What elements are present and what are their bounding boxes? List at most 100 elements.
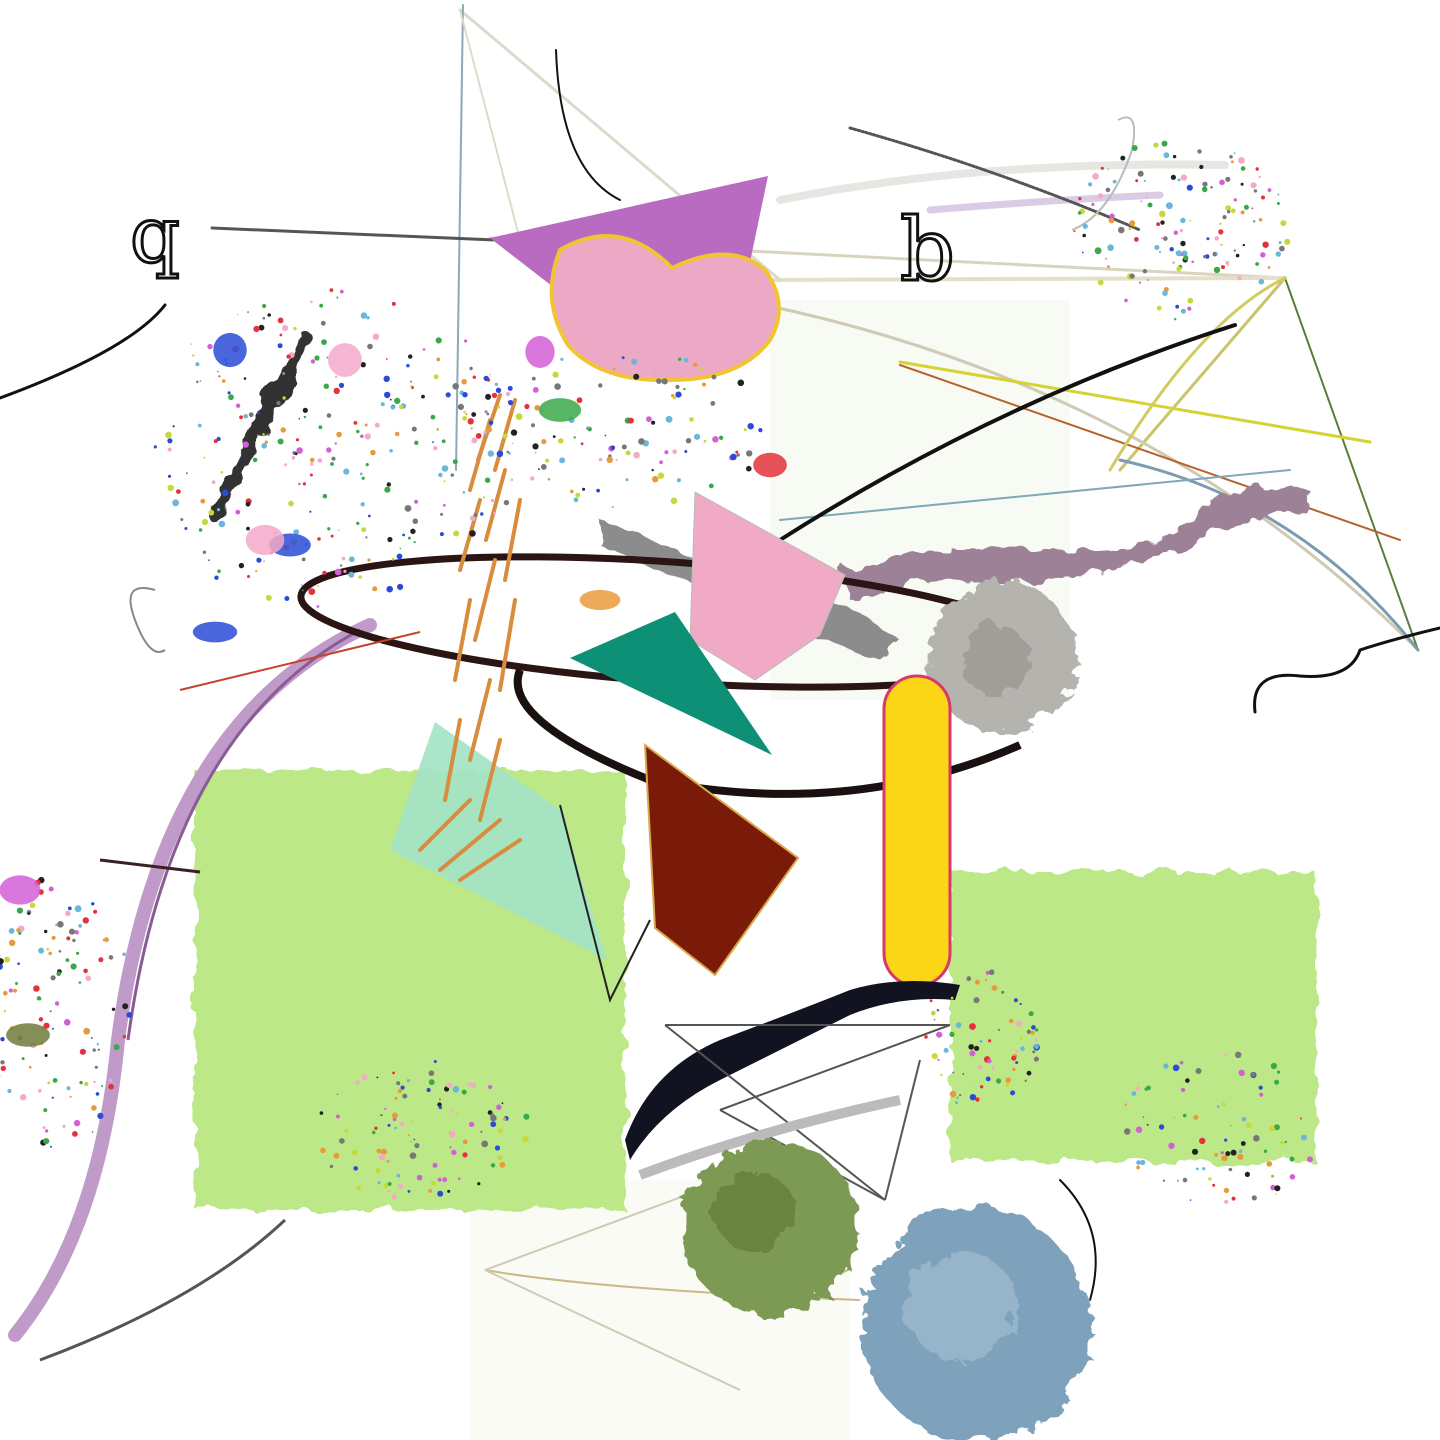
splatter-dot (42, 1126, 46, 1130)
splatter-dot (356, 429, 360, 434)
splatter-dot (683, 387, 686, 391)
splatter-dot (195, 362, 200, 367)
splatter-dot (65, 910, 71, 917)
splatter-dot (29, 902, 36, 909)
splatter-dot (74, 905, 82, 913)
splatter-dot (8, 928, 15, 934)
splatter-dot (16, 907, 23, 914)
splatter-dot (1135, 1126, 1143, 1133)
splatter-dot (996, 1078, 1002, 1084)
splatter-dot (1183, 255, 1189, 261)
splatter-dot (316, 605, 320, 608)
splatter-dot (410, 380, 413, 383)
splatter-dot (1140, 1159, 1146, 1166)
splatter-dot (471, 437, 478, 444)
splatter-dot (1146, 1124, 1149, 1126)
splatter-dot (217, 569, 221, 573)
splatter-dot (743, 428, 747, 432)
splatter-dot (326, 356, 329, 359)
splatter-dot (933, 1018, 936, 1021)
splatter-dot (1243, 204, 1249, 210)
splatter-dot (532, 387, 539, 393)
splatter-dot (383, 1183, 389, 1189)
splatter-dot (1255, 167, 1259, 171)
splatter-dot (1221, 265, 1225, 270)
splatter-dot (410, 528, 416, 534)
splatter-dot (365, 463, 369, 467)
splatter-dot (167, 438, 173, 444)
splatter-dot (400, 1085, 405, 1090)
splatter-dot (387, 536, 393, 543)
splatter-dot (263, 560, 265, 562)
splatter-dot (430, 414, 436, 420)
splatter-dot (410, 1140, 413, 1143)
splatter-dot (496, 1104, 502, 1110)
splatter-dot (969, 1094, 977, 1101)
splatter-dot (1107, 244, 1114, 251)
splatter-dot (1191, 260, 1194, 264)
splatter-dot (172, 425, 175, 428)
splatter-dot (969, 1023, 976, 1030)
letter-b: b (900, 201, 955, 301)
splatter-dot (596, 488, 600, 493)
splatter-dot (198, 528, 203, 532)
splatter-dot (1262, 241, 1269, 248)
splatter-dot (496, 405, 501, 409)
splatter-dot (172, 499, 180, 507)
splatter-dot (264, 440, 268, 444)
splatter-dot (391, 1194, 397, 1200)
splatter-dot (1153, 142, 1159, 148)
splatter-dot (656, 378, 662, 384)
splatter-dot (1179, 228, 1183, 233)
splatter-dot (531, 376, 536, 381)
splatter-dot (1180, 240, 1186, 247)
splatter-dot (582, 487, 586, 491)
splatter-dot (51, 1096, 54, 1099)
splatter-dot (85, 975, 92, 982)
splatter-dot (1271, 1174, 1274, 1178)
splatter-dot (360, 502, 365, 507)
splatter-dot (685, 438, 692, 444)
splatter-dot (356, 521, 360, 526)
splatter-dot (711, 374, 717, 380)
splatter-dot (1269, 1125, 1275, 1132)
splatter-dot (208, 559, 210, 562)
splatter-dot (598, 457, 603, 462)
splatter-dot (380, 1148, 387, 1155)
splatter-dot (1166, 202, 1173, 210)
splatter-dot (545, 458, 550, 463)
splatter-dot (1289, 1174, 1296, 1180)
splatter-dot (93, 1081, 96, 1083)
splatter-dot (1120, 155, 1126, 161)
mint-triangle (390, 722, 607, 960)
splatter-dot (580, 442, 584, 446)
splatter-dot (348, 571, 355, 578)
splatter-dot (575, 492, 581, 498)
splatter-dot (541, 439, 547, 445)
splatter-dot (317, 585, 320, 588)
splatter-dot (48, 951, 52, 956)
splatter-dot (1020, 1046, 1025, 1051)
splatter-dot (44, 929, 48, 934)
splatter-dot (235, 509, 241, 515)
splatter-dot (1212, 1183, 1216, 1187)
splatter-dot (1193, 1114, 1199, 1120)
splatter-dot (404, 505, 412, 512)
splatter-dot (1104, 257, 1108, 261)
splatter-dot (1088, 182, 1093, 187)
splatter-dot (1136, 1165, 1140, 1170)
splatter-dot (489, 373, 491, 376)
splatter-dot (327, 527, 331, 531)
splatter-dot (1026, 1070, 1032, 1076)
splatter-dot (321, 339, 327, 345)
splatter-dot (1156, 305, 1162, 311)
splatter-dot (552, 371, 559, 378)
splatter-dot (394, 431, 400, 437)
splatter-dot (360, 312, 368, 319)
splatter-dot (929, 999, 933, 1003)
splatter-dot (455, 1111, 458, 1114)
splatter-dot (331, 456, 336, 461)
splatter-dot (1163, 1063, 1169, 1069)
splatter-dot (432, 1162, 438, 1168)
splatter-dot (213, 439, 218, 444)
